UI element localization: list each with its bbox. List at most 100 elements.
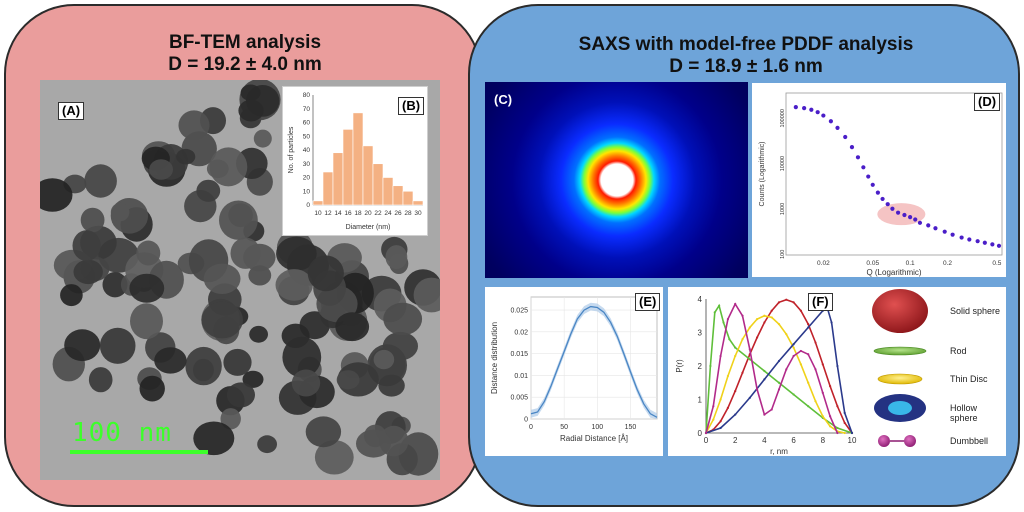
pr-series-hollow-sphere	[705, 306, 853, 434]
saxs-title: SAXS with model-free PDDF analysis D = 1…	[470, 34, 1022, 78]
tem-particle	[373, 349, 395, 370]
pr-point	[777, 388, 781, 391]
hist-bar	[322, 171, 334, 206]
tem-particle	[219, 200, 258, 240]
saxs-curve-plot: 0.02 0.05 0.1 0.2 0.5 100 1000 10000 100000 Q (Lo…	[752, 83, 1006, 277]
pr-point	[726, 374, 729, 378]
pr-x-tick: 4	[762, 436, 767, 445]
saxs-point	[861, 165, 866, 170]
histogram-inset: 10 12 14 16 18 20 22 24 26 28 30 0 10 20 30 40 50 60 70 80 D…	[282, 86, 428, 236]
dist-frame	[530, 296, 658, 420]
saxs-point	[870, 182, 875, 187]
saxs-title-line2: D = 18.9 ± 1.6 nm	[669, 56, 823, 77]
pr-y-tick: 2	[698, 362, 703, 371]
pr-models-plot: 0 2 4 6 8 10 0 1 2 3 4 r, nm P(r) (F) Solid sphere R…	[668, 287, 1006, 456]
pr-point	[734, 413, 737, 416]
pr-point	[734, 302, 737, 306]
tem-particle	[242, 370, 264, 388]
pr-point	[719, 420, 722, 423]
tem-particle	[220, 408, 241, 430]
pr-series-thin-disc	[705, 314, 845, 434]
hist-y-tick: 80	[303, 92, 311, 99]
hist-y-tick: 10	[303, 188, 311, 195]
saxs-point	[917, 220, 923, 225]
legend-thin-disc: Thin Disc	[950, 374, 988, 384]
pr-point	[799, 349, 802, 353]
pr-y-tick: 1	[698, 396, 703, 405]
pr-point	[734, 354, 737, 358]
dist-x-tick: 100	[591, 424, 603, 431]
log-x-tick: 0.05	[866, 260, 879, 267]
log-x-tick: 0.02	[817, 260, 830, 267]
pr-point	[722, 321, 725, 324]
saxs-point	[942, 229, 947, 234]
label-e: (E)	[635, 293, 661, 311]
tem-particle	[305, 416, 342, 448]
saxs-title-line1: SAXS with model-free PDDF analysis	[578, 34, 914, 55]
saxs-point	[802, 106, 807, 111]
log-x-tick: 0.5	[992, 260, 1001, 267]
tem-particle	[230, 237, 261, 269]
log-y-tick: 100000	[780, 109, 786, 127]
hist-bar	[402, 190, 414, 206]
tem-particle	[249, 325, 268, 343]
tem-particle	[275, 269, 313, 301]
pr-point	[718, 304, 721, 307]
tem-particle	[129, 273, 165, 303]
pr-point	[807, 405, 810, 408]
pr-point	[770, 309, 773, 312]
saxs-point	[895, 210, 901, 215]
tem-particle	[378, 374, 405, 397]
pr-point	[836, 405, 839, 408]
dumbbell-left-icon	[878, 435, 890, 447]
pr-point	[843, 411, 846, 414]
hist-x-tick: 20	[364, 210, 372, 217]
tem-particle	[193, 421, 235, 456]
hist-x-tick: 16	[344, 210, 352, 217]
pr-point	[799, 363, 802, 366]
tem-particle	[383, 302, 423, 336]
pr-point	[792, 393, 795, 396]
pr-point	[830, 321, 833, 324]
saxs-point	[908, 215, 913, 220]
pr-point	[763, 321, 766, 324]
saxs-point	[821, 113, 826, 118]
tem-particle	[336, 370, 360, 390]
pr-point	[785, 333, 788, 336]
tem-particle	[291, 369, 321, 397]
dumbbell-right-icon	[904, 435, 916, 447]
pr-point	[741, 338, 744, 341]
dist-y-tick: 0.02	[514, 329, 528, 336]
pr-point	[821, 391, 824, 394]
hist-x-tick: 18	[354, 210, 362, 217]
hist-bar	[362, 145, 374, 206]
hist-x-tick: 24	[384, 210, 392, 217]
dist-y-tick: 0.01	[514, 373, 528, 380]
hist-bar	[412, 200, 424, 206]
saxs-point	[890, 206, 895, 211]
pr-point	[748, 326, 751, 329]
dist-x-label: Radial Distance [Å]	[560, 434, 628, 443]
tem-particle	[356, 429, 391, 458]
log-frame	[785, 92, 1003, 256]
tem-particle	[223, 348, 252, 376]
log-y-tick: 10000	[780, 156, 786, 171]
pr-point	[821, 415, 824, 418]
pr-point	[792, 301, 795, 304]
tem-particle	[99, 327, 136, 364]
pr-point	[829, 425, 832, 428]
saxs-point	[982, 240, 987, 245]
scale-bar	[70, 450, 208, 454]
log-y-label: Counts (Logarithmic)	[759, 142, 766, 207]
saxs-point	[828, 119, 833, 124]
pr-point	[792, 354, 795, 358]
pr-point	[741, 371, 744, 374]
tem-particle	[413, 277, 440, 313]
log-y-tick: 1000	[780, 203, 786, 215]
tem-particle	[201, 301, 243, 339]
dist-y-tick: 0.025	[510, 308, 528, 315]
hist-x-tick: 26	[394, 210, 402, 217]
hist-y-tick: 40	[303, 147, 311, 154]
tem-particle	[176, 148, 196, 165]
